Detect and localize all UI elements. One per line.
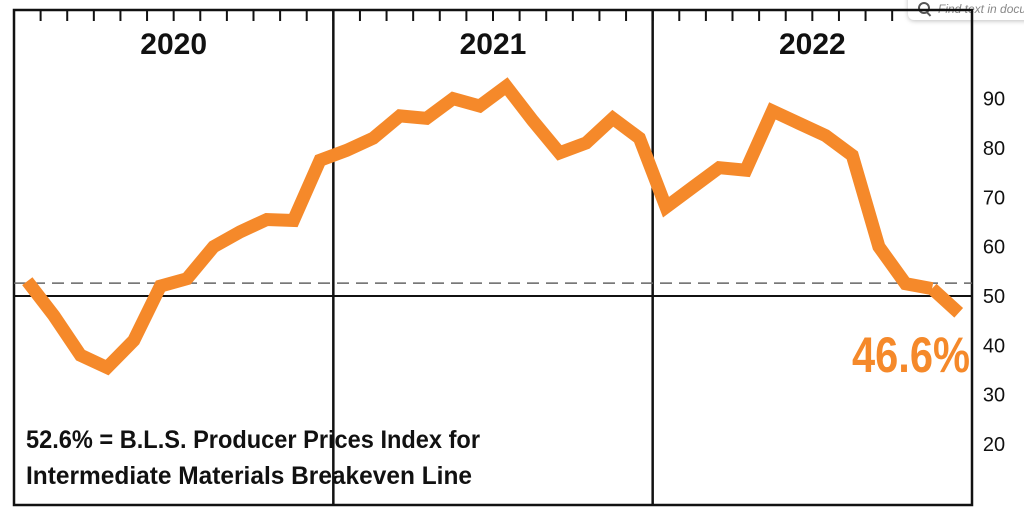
year-label: 2021 — [460, 28, 527, 61]
series-layer — [22, 77, 964, 376]
year-label: 2022 — [779, 28, 846, 61]
latest-segment-line — [927, 283, 964, 318]
label-layer: 2020 2021 2022 90 80 70 60 50 40 30 20 46.6% 52.6% =… — [26, 28, 1005, 490]
y-tick-label: 20 — [983, 434, 1005, 456]
latest-value-callout: 46.6% — [852, 327, 970, 383]
month-ticks — [13, 10, 894, 21]
breakeven-note-line: 52.6% = B.L.S. Producer Prices Index for — [26, 426, 480, 454]
y-tick-label: 90 — [983, 89, 1005, 111]
y-tick-label: 30 — [983, 385, 1005, 407]
year-label: 2020 — [140, 28, 207, 61]
y-tick-label: 60 — [983, 237, 1005, 259]
y-tick-label: 40 — [983, 335, 1005, 357]
y-tick-label: 80 — [983, 138, 1005, 160]
y-tick-label: 50 — [983, 286, 1005, 308]
index-series-line — [22, 77, 934, 376]
y-tick-label: 70 — [983, 187, 1005, 209]
search-placeholder: Find text in docu — [938, 2, 1024, 16]
breakeven-note-line: Intermediate Materials Breakeven Line — [26, 462, 472, 490]
search-icon — [918, 2, 932, 16]
